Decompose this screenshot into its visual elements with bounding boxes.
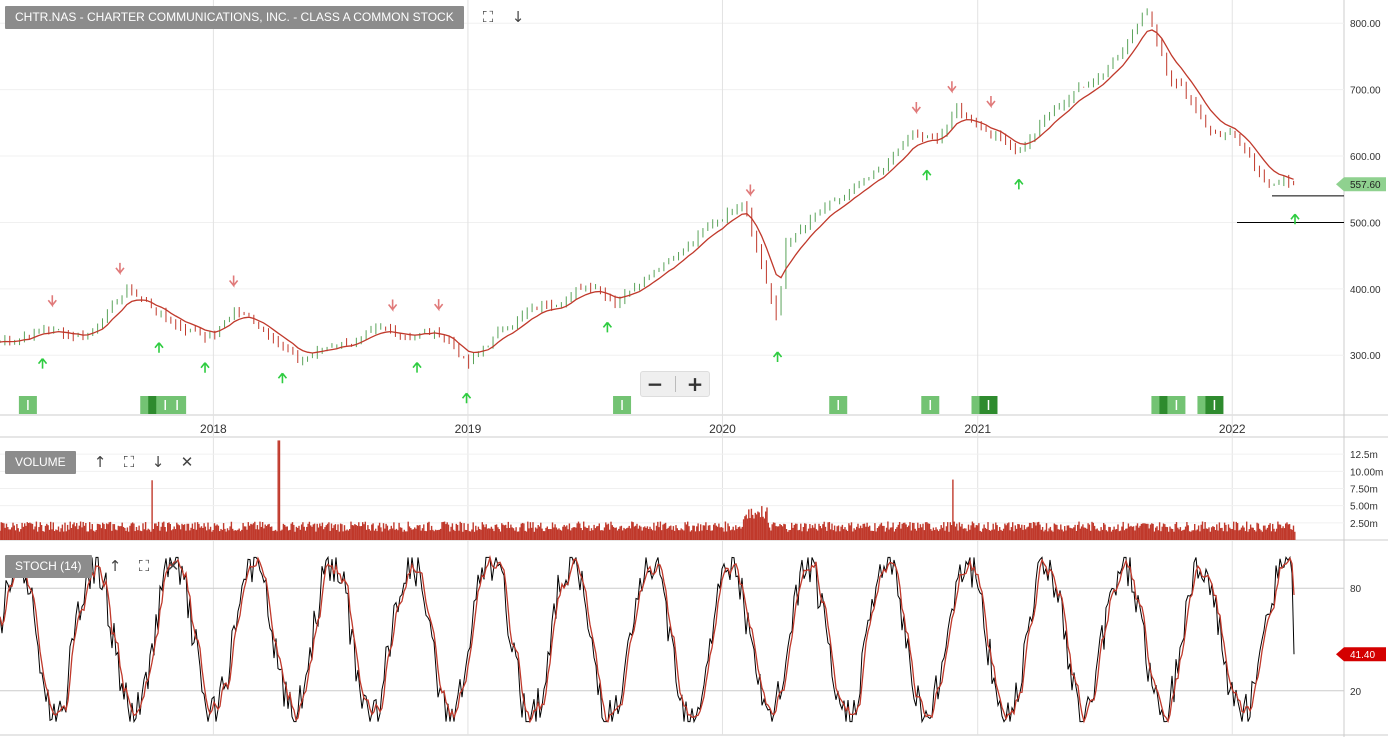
arrow-down-icon[interactable]: ↓: [511, 8, 525, 26]
sell-signal-arrow: [387, 299, 398, 312]
buy-signal-arrow: [277, 372, 288, 384]
sell-signal-arrow: [745, 184, 755, 197]
sell-signal-arrow: [434, 299, 444, 312]
price-pane-title[interactable]: CHTR.NAS - CHARTER COMMUNICATIONS, INC. …: [5, 6, 464, 29]
volume-tick-label: 5.00m: [1350, 502, 1378, 513]
candles: [0, 8, 1295, 369]
price-tick-label: 500.00: [1350, 218, 1381, 229]
sell-signal-arrow: [911, 101, 921, 115]
price-tick-label: 300.00: [1350, 351, 1381, 362]
x-tick-label: 2019: [455, 422, 482, 436]
volume-bars: [0, 440, 1296, 540]
sell-signal-arrow: [986, 95, 996, 109]
last-price-tag: [1336, 177, 1386, 192]
arrow-down-icon[interactable]: ↓: [151, 453, 165, 471]
expand-icon[interactable]: ⛶: [138, 557, 150, 575]
buy-signal-arrow: [154, 342, 164, 353]
volume-pane-title[interactable]: VOLUME: [5, 451, 76, 474]
x-tick-label: 2020: [709, 422, 736, 436]
stoch-tick-label: 20: [1350, 687, 1362, 698]
stoch-d-line: [0, 554, 1295, 724]
stoch-value-tag: [1336, 647, 1386, 662]
sell-signal-arrow: [228, 275, 239, 288]
buy-signal-arrow: [1290, 213, 1300, 225]
arrow-up-icon[interactable]: ↑: [108, 557, 122, 575]
stoch-tick-label: 80: [1350, 584, 1362, 595]
zoom-out-button[interactable]: −: [646, 372, 664, 396]
zoom-divider: [674, 376, 676, 392]
close-icon[interactable]: ✕: [166, 557, 180, 575]
buy-signal-arrow: [922, 169, 932, 181]
volume-tick-label: 2.50m: [1350, 519, 1378, 530]
price-average-line: [0, 29, 1294, 354]
buy-signal-arrow: [200, 362, 210, 373]
buy-signal-arrow: [602, 321, 613, 333]
price-tick-label: 400.00: [1350, 285, 1381, 296]
stoch-last-value: 41.40: [1350, 650, 1375, 661]
sell-signal-arrow: [47, 295, 57, 308]
buy-signal-arrow: [412, 362, 422, 373]
price-tick-label: 800.00: [1350, 19, 1381, 30]
volume-tick-label: 10.00m: [1350, 467, 1383, 478]
zoom-in-button[interactable]: +: [686, 372, 704, 396]
price-tick-label: 600.00: [1350, 152, 1381, 163]
stoch-k-line: [0, 555, 1295, 724]
price-tick-label: 700.00: [1350, 86, 1381, 97]
volume-tick-label: 7.50m: [1350, 485, 1378, 496]
buy-signal-arrow: [461, 392, 472, 404]
x-tick-label: 2021: [964, 422, 991, 436]
sell-signal-arrow: [947, 81, 957, 94]
expand-icon[interactable]: ⛶: [123, 453, 135, 471]
x-tick-label: 2018: [200, 422, 227, 436]
last-price-value: 557.60: [1350, 180, 1381, 191]
buy-signal-arrow: [772, 351, 783, 363]
volume-tick-label: 12.5m: [1350, 450, 1378, 461]
buy-signal-arrow: [37, 358, 48, 369]
buy-signal-arrow: [1014, 178, 1024, 190]
sell-signal-arrow: [115, 262, 125, 276]
x-tick-label: 2022: [1219, 422, 1246, 436]
stoch-pane-title[interactable]: STOCH (14): [5, 555, 92, 578]
arrow-up-icon[interactable]: ↑: [93, 453, 107, 471]
expand-icon[interactable]: ⛶: [482, 8, 494, 26]
close-icon[interactable]: ✕: [180, 453, 194, 471]
zoom-control: − +: [640, 371, 710, 397]
